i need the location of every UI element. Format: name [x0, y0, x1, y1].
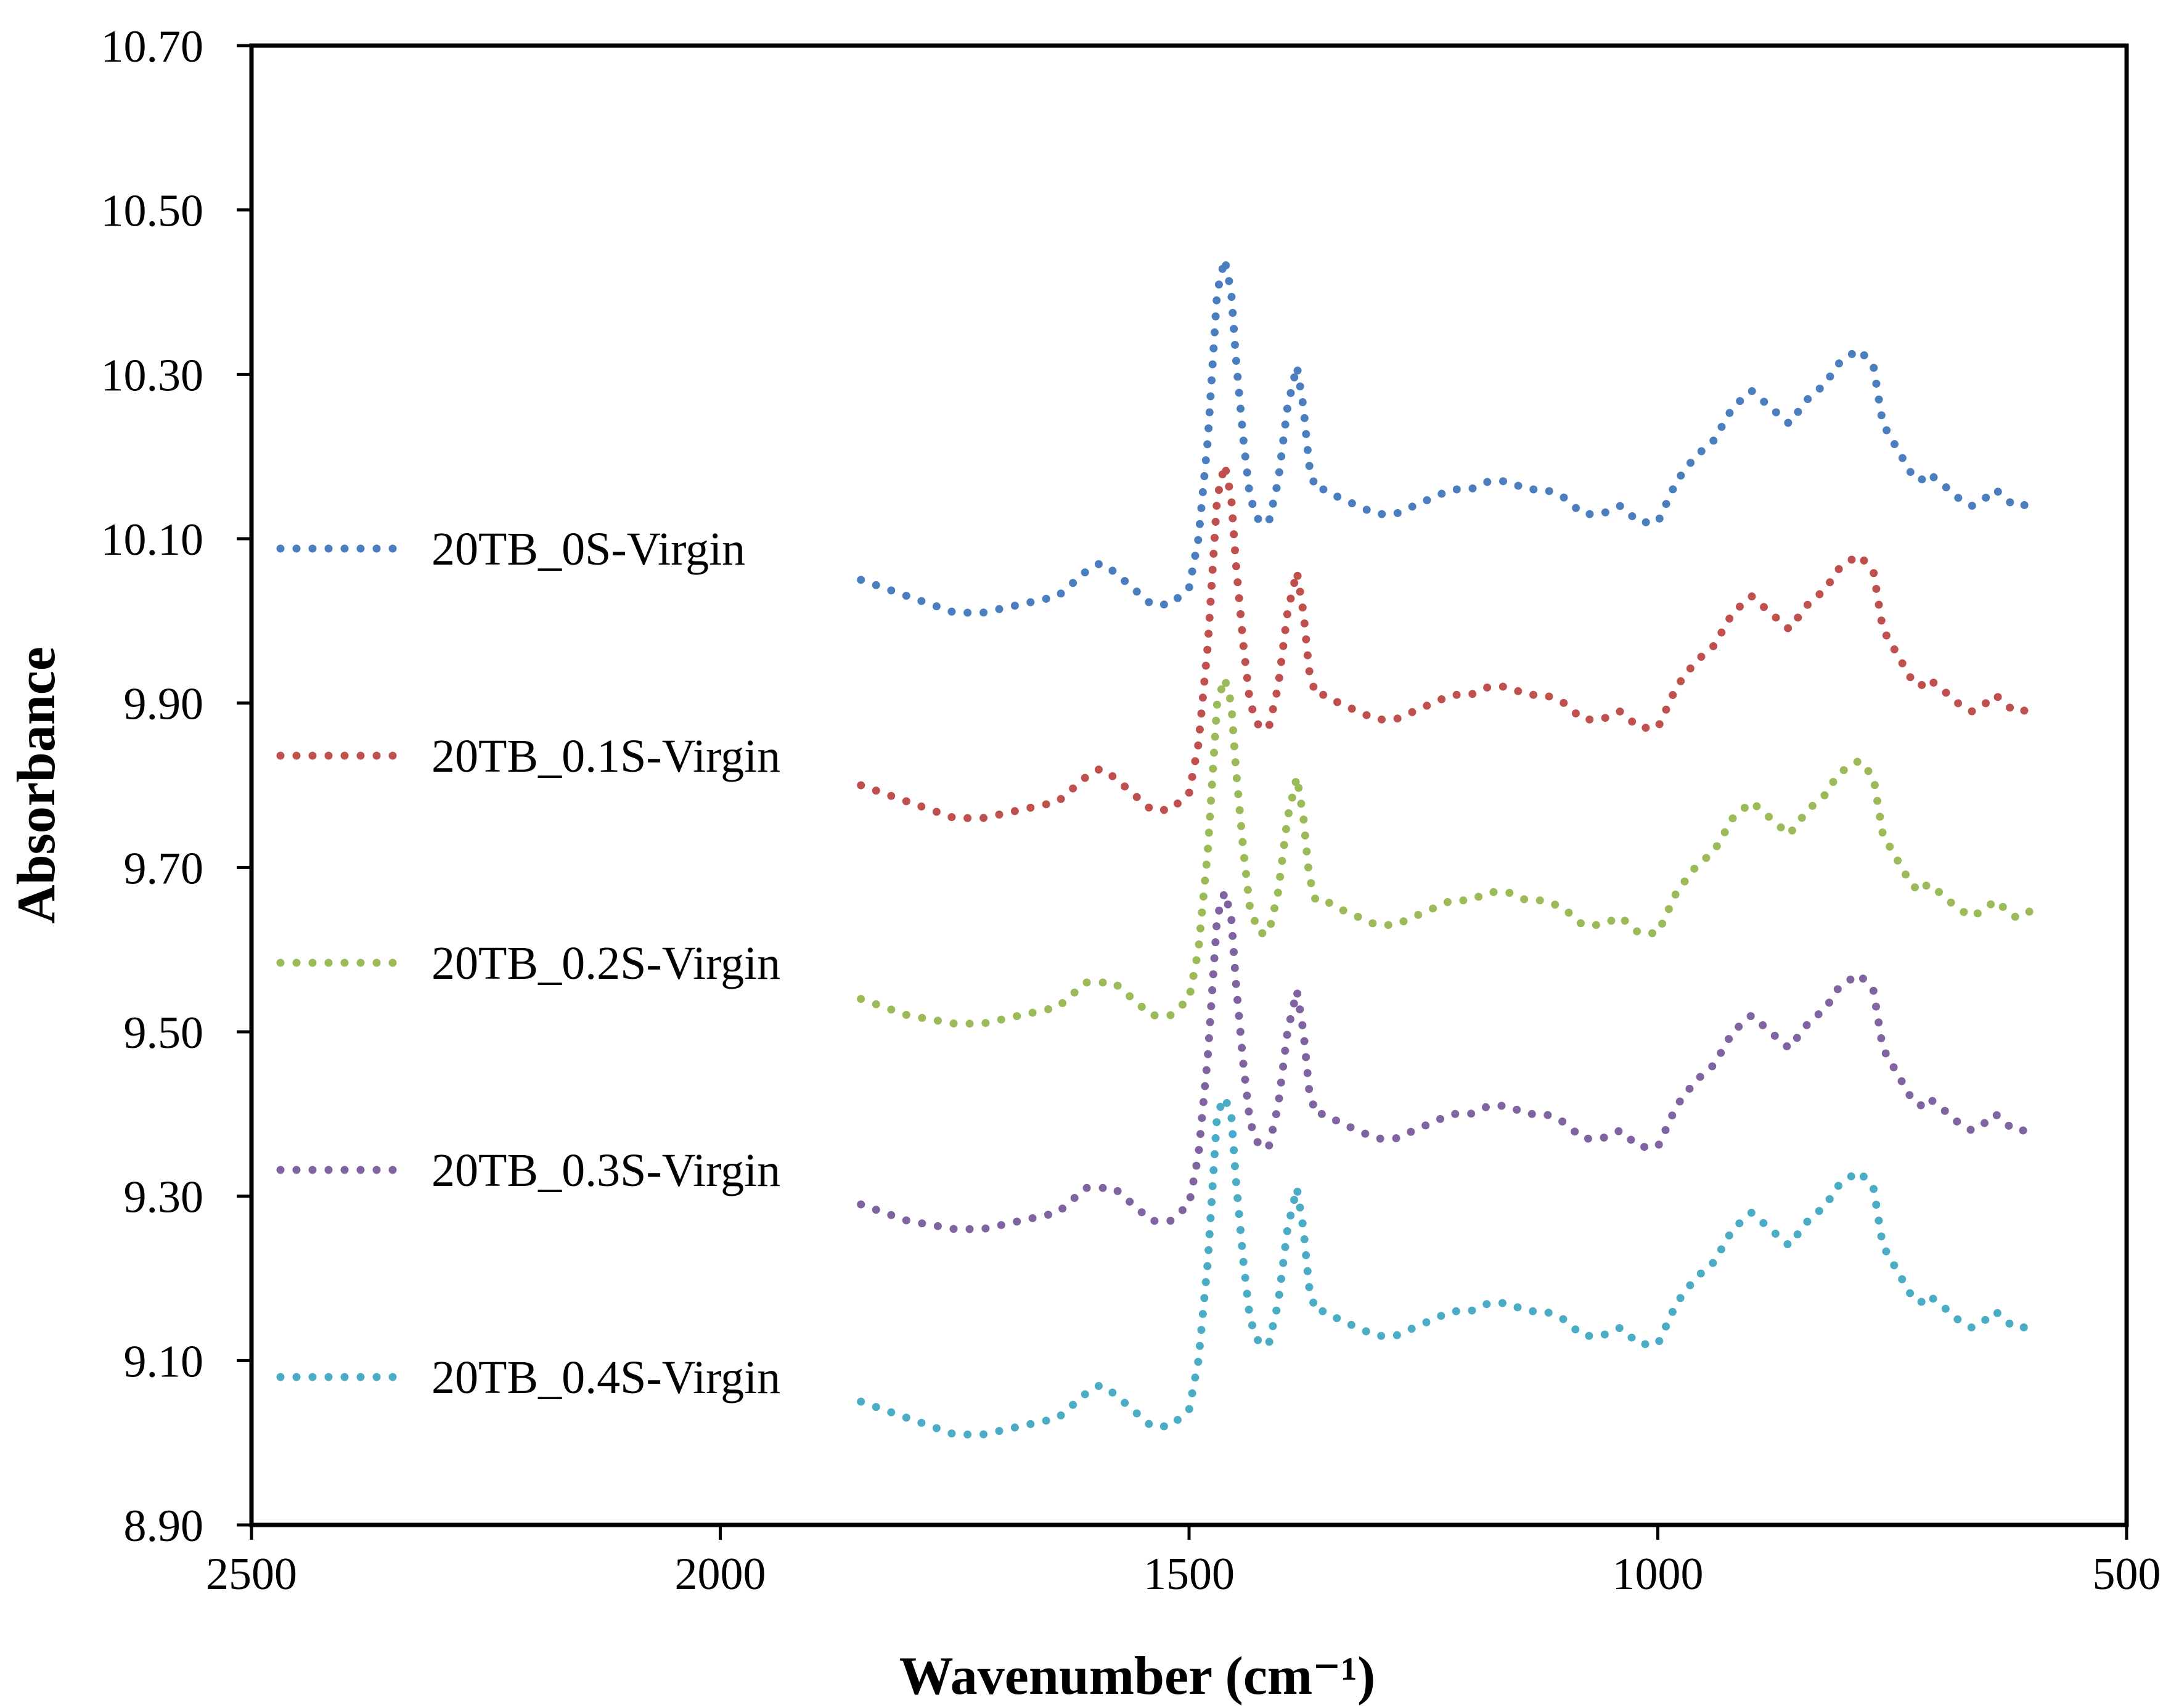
legend-label: 20TB_0.2S-Virgin	[431, 938, 780, 989]
legend-entry-3: 20TB_0.2S-Virgin	[259, 904, 851, 1021]
y-tick-label: 9.90	[124, 679, 204, 730]
x-tick-label: 1000	[1613, 1549, 1704, 1600]
y-tick-label: 8.90	[124, 1501, 204, 1551]
y-tick-label: 9.10	[124, 1336, 204, 1387]
x-tick-label: 500	[2093, 1549, 2161, 1600]
series-layer	[857, 255, 2037, 1439]
y-tick-label: 9.70	[124, 843, 204, 894]
y-tick-label: 10.10	[101, 515, 204, 565]
legend-label: 20TB_0.4S-Virgin	[431, 1352, 780, 1404]
y-tick-label: 10.30	[101, 350, 204, 401]
legend-label: 20TB_0S-Virgin	[431, 523, 745, 575]
legend-entry-2: 20TB_0.1S-Virgin	[259, 697, 851, 814]
legend-entry-1: 20TB_0S-Virgin	[259, 490, 851, 607]
y-axis-ticks: 8.90 9.10 9.30 9.50 9.70 9.90 10.10 10.30 10.50 1…	[101, 22, 251, 1551]
x-axis-ticks: 2500 2000 1500 1000 500	[206, 1525, 2161, 1600]
x-axis-title: Wavenumber (cm⁻¹)	[899, 1646, 1376, 1706]
series-line-1	[857, 255, 2037, 617]
series-line-3	[857, 674, 2037, 1028]
series-line-4	[857, 888, 2037, 1233]
legend: 20TB_0S-Virgin 20TB_0.1S-Virgin 20TB_0.2S-…	[259, 490, 851, 1436]
legend-label: 20TB_0.1S-Virgin	[431, 730, 780, 782]
y-axis-title: Absorbance	[7, 647, 67, 924]
x-tick-label: 1500	[1143, 1549, 1235, 1600]
series-line-5	[857, 1093, 2037, 1439]
y-tick-label: 10.70	[101, 22, 204, 72]
legend-entry-4: 20TB_0.3S-Virgin	[259, 1111, 851, 1228]
y-tick-label: 9.30	[124, 1172, 204, 1223]
legend-label: 20TB_0.3S-Virgin	[431, 1145, 780, 1196]
y-tick-label: 9.50	[124, 1008, 204, 1058]
plot-area: 2500 2000 1500 1000 500 8.90 9.10 9.30 9.50 9.70…	[101, 22, 2161, 1600]
x-tick-label: 2500	[206, 1549, 297, 1600]
x-tick-label: 2000	[675, 1549, 766, 1600]
legend-entry-5: 20TB_0.4S-Virgin	[259, 1318, 851, 1436]
y-tick-label: 10.50	[101, 186, 204, 237]
